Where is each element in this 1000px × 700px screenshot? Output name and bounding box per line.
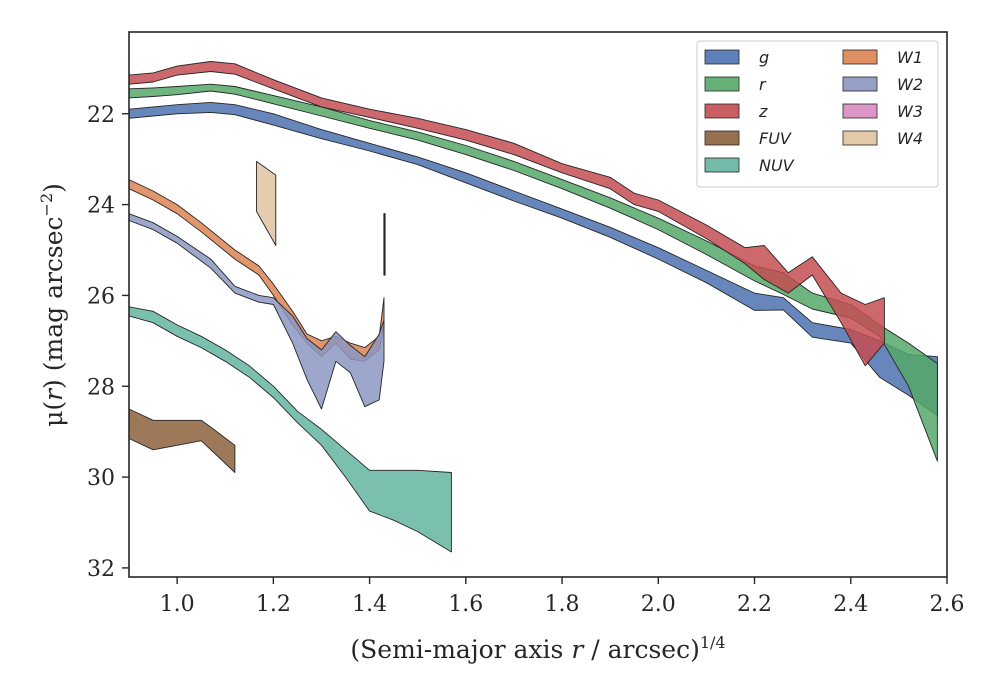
plot-frame [128,31,948,578]
legend-swatch-w4 [842,130,878,146]
y-tick-label: 22 [87,103,115,128]
legend-swatch-z [704,103,740,119]
legend-swatch-w2 [842,76,878,92]
legend-box [696,40,939,188]
series-band-z [128,61,885,367]
series-band-w3 [383,213,386,276]
x-tick-label: 1.0 [160,592,195,617]
x-tick-label: 1.8 [545,592,580,617]
series-band-w2 [128,213,385,410]
legend-label-w4: W4 [897,129,923,148]
legend-label-g: g [759,48,769,67]
legend-swatch-w1 [842,49,878,65]
y-tick-label: 28 [87,375,115,400]
x-tick-label: 2.2 [737,592,772,617]
x-tick-label: 1.6 [448,592,483,617]
legend-swatch-w3 [842,103,878,119]
legend-label-w2: W2 [897,75,923,94]
series-band-fuv [128,408,236,473]
series-band-w4 [256,160,277,246]
legend: grz FUV NUV W1 W2 W3 W4 [696,40,939,188]
y-tick-label: 30 [87,466,115,491]
legend-label-w1: W1 [897,48,923,67]
x-axis-ticks: 1.0 1.2 1.4 1.6 1.8 2.0 2.2 2.4 2.6 [160,577,965,617]
y-axis-label: μ(r) (mag arcsec−2) [37,183,68,427]
series-layer [128,61,938,553]
legend-swatch-g [704,49,740,65]
legend-label-nuv: NUV [759,156,795,175]
legend-swatch-nuv [704,157,740,173]
series-band-nuv [128,306,452,553]
x-tick-label: 2.6 [930,592,965,617]
y-tick-label: 32 [87,557,115,582]
y-tick-label: 26 [87,284,115,309]
legend-label-w3: W3 [897,102,923,121]
x-axis-label: (Semi-major axis r / arcsec)1/4 [350,633,725,664]
legend-label-z: z [758,102,768,121]
x-tick-label: 1.4 [352,592,387,617]
y-axis-ticks: 22 24 26 28 30 32 [87,103,129,582]
x-tick-label: 2.4 [833,592,868,617]
legend-swatch-fuv [704,130,740,146]
legend-items: grz FUV NUV W1 W2 W3 W4 [704,48,923,175]
legend-label-r: r [759,75,767,94]
y-tick-label: 24 [87,194,115,219]
legend-swatch-r [704,76,740,92]
legend-label-fuv: FUV [759,129,792,148]
x-tick-label: 2.0 [641,592,676,617]
x-tick-label: 1.2 [256,592,291,617]
